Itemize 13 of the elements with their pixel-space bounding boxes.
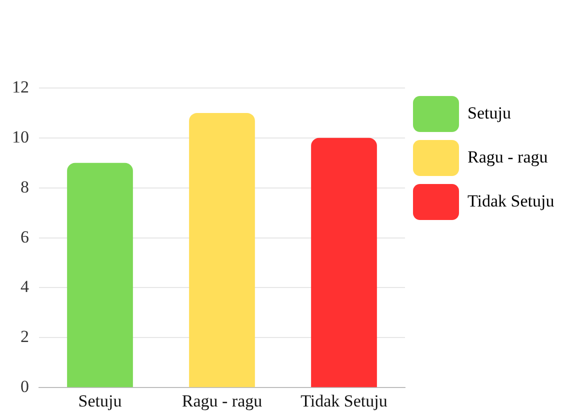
x-tick-label: Ragu - ragu [182, 391, 263, 410]
legend-label: Ragu - ragu [468, 147, 548, 166]
y-tick-label: 8 [20, 177, 29, 196]
x-tick-label: Tidak Setuju [300, 391, 388, 410]
y-tick-label: 0 [20, 377, 29, 396]
y-tick-label: 10 [12, 127, 29, 146]
legend-label: Tidak Setuju [468, 191, 555, 210]
y-tick-label: 4 [20, 277, 30, 296]
x-tick-label: Setuju [78, 391, 122, 410]
y-tick-label: 2 [20, 327, 29, 346]
y-tick-label: 6 [20, 227, 29, 246]
legend-label: Setuju [468, 103, 512, 122]
y-tick-label: 12 [12, 77, 29, 96]
